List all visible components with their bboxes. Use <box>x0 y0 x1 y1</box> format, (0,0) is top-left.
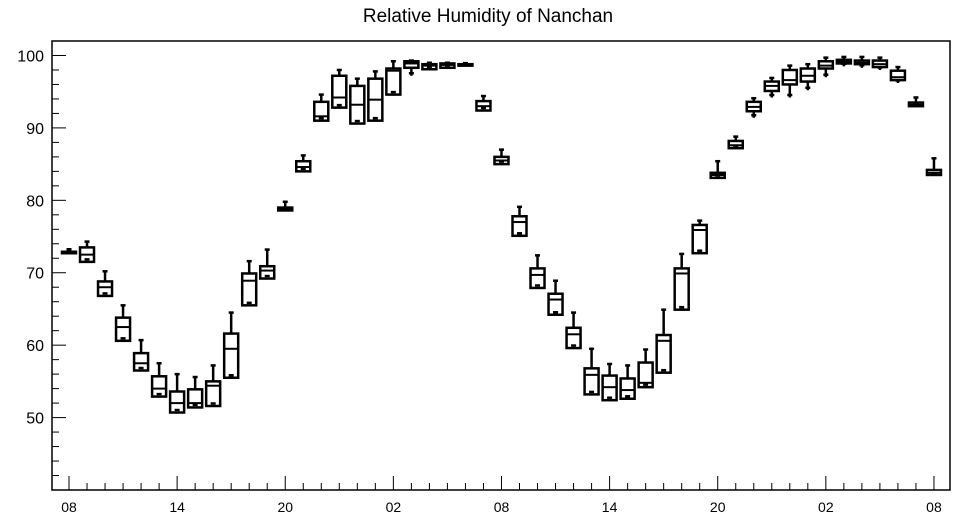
box-plot <box>150 362 168 398</box>
box-body <box>655 333 672 374</box>
box-plot <box>385 60 402 96</box>
y-tick-label: 100 <box>17 48 44 65</box>
box-plot <box>907 96 925 108</box>
box-plot <box>565 311 582 350</box>
box-plot <box>529 254 546 290</box>
box-body <box>114 316 132 343</box>
box-body <box>547 292 564 316</box>
box-plot <box>204 364 222 408</box>
box-plot <box>583 347 600 396</box>
box-plot <box>871 56 889 70</box>
box-plot <box>421 61 438 71</box>
box-plot <box>367 70 384 122</box>
box-plot <box>817 56 835 78</box>
box-plot <box>745 96 763 118</box>
box-body <box>403 60 420 70</box>
box-body <box>240 272 258 307</box>
box-plot <box>763 76 781 98</box>
x-tick-label: 08 <box>61 499 77 515</box>
box-plot <box>222 311 240 379</box>
y-tick-label: 60 <box>26 338 44 355</box>
box-plot <box>186 375 204 409</box>
box-plot <box>619 364 636 401</box>
box-body <box>150 375 168 398</box>
box-body <box>204 380 222 408</box>
x-tick-label: 14 <box>602 499 618 515</box>
y-tick-label: 70 <box>26 266 44 283</box>
chart-title: Relative Humidity of Nanchan <box>363 6 613 27</box>
box-series <box>60 55 943 414</box>
box-body <box>132 351 150 372</box>
box-plot <box>781 64 799 98</box>
box-plot <box>439 61 456 70</box>
box-plot <box>295 154 312 173</box>
box-plot <box>132 338 150 372</box>
x-tick-label: 14 <box>169 499 185 515</box>
y-tick-label: 90 <box>26 121 44 138</box>
x-tick-label: 20 <box>710 499 726 515</box>
box-plot <box>511 205 528 238</box>
box-body <box>385 67 402 96</box>
box-body <box>168 390 186 414</box>
box-plot <box>799 62 817 91</box>
box-plot <box>889 65 907 84</box>
box-plot <box>835 55 853 67</box>
box-body <box>331 74 348 109</box>
box-body <box>889 69 907 82</box>
box-plot <box>637 348 654 389</box>
box-body <box>258 264 276 280</box>
box-plot <box>691 219 708 255</box>
x-tick-label: 02 <box>386 499 402 515</box>
box-plot <box>709 159 726 180</box>
box-plot <box>403 59 420 76</box>
box-body <box>781 68 799 86</box>
x-tick-label: 08 <box>494 499 510 515</box>
box-body <box>583 367 600 396</box>
box-plot <box>114 304 132 343</box>
box-body <box>565 326 582 350</box>
box-plot <box>457 61 474 67</box>
x-tick-label: 08 <box>926 499 942 515</box>
box-plot <box>853 55 871 68</box>
box-body <box>691 223 708 255</box>
box-body <box>637 361 654 389</box>
box-plot <box>673 252 690 311</box>
box-plot <box>60 247 78 255</box>
x-axis: 08 14 20 02 08 14 20 02 08 <box>61 476 942 515</box>
box-body <box>96 280 114 298</box>
box-body <box>511 215 528 238</box>
box-plot <box>96 270 114 298</box>
plot-frame <box>51 40 951 491</box>
box-body <box>222 332 240 379</box>
box-body <box>313 100 330 122</box>
box-body <box>421 62 438 71</box>
box-body <box>529 267 546 290</box>
box-plot <box>78 240 96 264</box>
box-plot <box>258 248 276 280</box>
box-plot <box>349 77 366 125</box>
box-plot <box>168 372 186 414</box>
box-body <box>673 267 690 311</box>
box-plot <box>727 135 744 150</box>
box-plot <box>655 308 672 374</box>
box-plot <box>601 362 618 402</box>
box-plot <box>240 259 258 307</box>
box-plot <box>313 93 330 122</box>
box-plot <box>493 148 510 166</box>
x-tick-label: 02 <box>818 499 834 515</box>
box-plot <box>331 68 348 109</box>
y-tick-label: 80 <box>26 193 44 210</box>
y-tick-label: 50 <box>26 411 44 428</box>
box-plot <box>276 200 294 212</box>
box-plot <box>925 157 943 177</box>
y-axis: 50 60 70 80 90 100 <box>17 40 66 477</box>
box-plot <box>547 279 564 316</box>
x-tick-label: 20 <box>277 499 293 515</box>
box-plot <box>475 94 492 112</box>
box-body <box>619 377 636 401</box>
box-body <box>186 388 204 409</box>
